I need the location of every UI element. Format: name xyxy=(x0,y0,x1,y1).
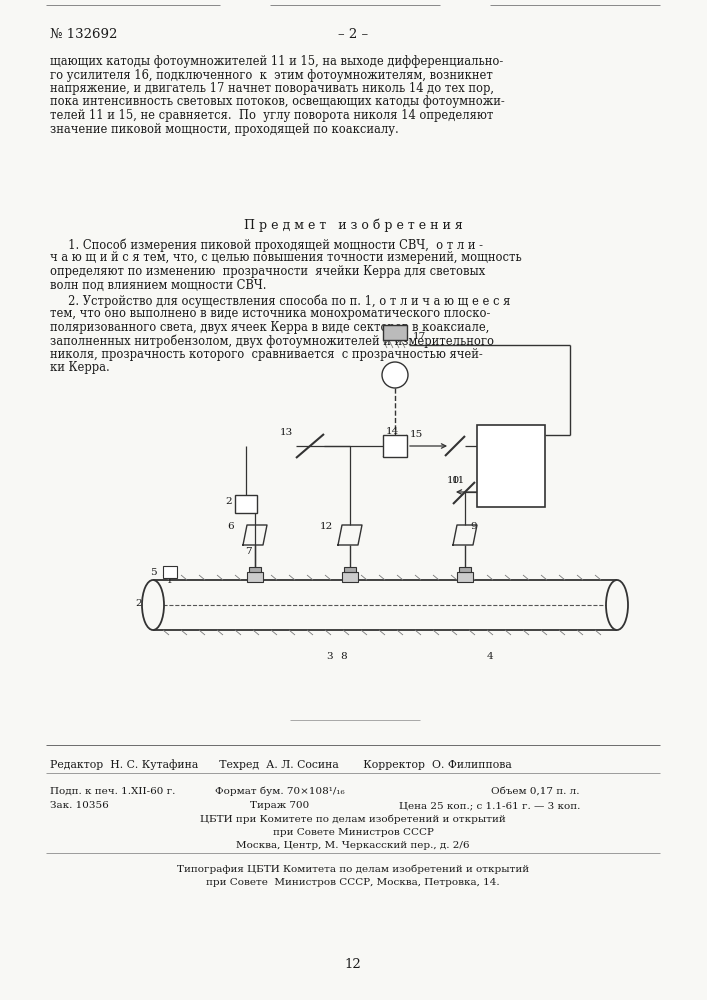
Text: Москва, Центр, М. Черкасский пер., д. 2/6: Москва, Центр, М. Черкасский пер., д. 2/… xyxy=(236,841,469,850)
Text: заполненных нитробензолом, двух фотоумножителей и измерительного: заполненных нитробензолом, двух фотоумно… xyxy=(50,334,494,348)
Text: николя, прозрачность которого  сравнивается  с прозрачностью ячей-: николя, прозрачность которого сравнивает… xyxy=(50,348,483,361)
Bar xyxy=(342,572,358,582)
Text: Типография ЦБТИ Комитета по делам изобретений и открытий: Типография ЦБТИ Комитета по делам изобре… xyxy=(177,865,529,874)
Text: Тираж 700: Тираж 700 xyxy=(250,801,310,810)
Circle shape xyxy=(382,362,408,388)
Ellipse shape xyxy=(606,580,628,630)
Text: 1: 1 xyxy=(167,576,173,585)
Text: 7: 7 xyxy=(245,547,252,556)
Bar xyxy=(235,495,257,513)
Text: 1. Способ измерения пиковой проходящей мощности СВЧ,  о т л и -: 1. Способ измерения пиковой проходящей м… xyxy=(50,238,483,251)
Text: при Совете Министров СССР: при Совете Министров СССР xyxy=(273,828,433,837)
Text: го усилителя 16, подключенного  к  этим фотоумножителям, возникнет: го усилителя 16, подключенного к этим фо… xyxy=(50,68,493,82)
Text: тем, что оно выполнено в виде источника монохроматического плоско-: тем, что оно выполнено в виде источника … xyxy=(50,308,491,320)
Text: 14: 14 xyxy=(386,427,399,436)
Bar xyxy=(383,325,407,340)
Bar xyxy=(457,572,473,582)
Text: 16: 16 xyxy=(502,475,515,484)
Ellipse shape xyxy=(142,580,164,630)
Text: определяют по изменению  прозрачности  ячейки Керра для световых: определяют по изменению прозрачности яче… xyxy=(50,265,485,278)
Text: 5: 5 xyxy=(150,568,157,577)
Text: 10: 10 xyxy=(447,476,460,485)
Text: Объем 0,17 п. л.: Объем 0,17 п. л. xyxy=(491,787,580,796)
Text: значение пиковой мощности, проходящей по коаксиалу.: значение пиковой мощности, проходящей по… xyxy=(50,122,399,135)
Text: 1: 1 xyxy=(159,595,165,604)
Text: № 132692: № 132692 xyxy=(50,28,117,41)
Text: – 2 –: – 2 – xyxy=(338,28,368,41)
Bar xyxy=(383,435,407,457)
Text: Цена 25 коп.; с 1.1-61 г. — 3 коп.: Цена 25 коп.; с 1.1-61 г. — 3 коп. xyxy=(399,801,580,810)
Text: телей 11 и 15, не сравняется.  По  углу поворота николя 14 определяют: телей 11 и 15, не сравняется. По углу по… xyxy=(50,109,493,122)
Bar xyxy=(249,567,261,572)
Bar xyxy=(247,572,263,582)
Text: Подп. к печ. 1.ХІІ-60 г.: Подп. к печ. 1.ХІІ-60 г. xyxy=(50,787,175,796)
Text: пока интенсивность световых потоков, освещающих катоды фотоумножи-: пока интенсивность световых потоков, осв… xyxy=(50,96,505,108)
Text: 4: 4 xyxy=(486,652,493,661)
Text: щающих катоды фотоумножителей 11 и 15, на выходе дифференциально-: щающих катоды фотоумножителей 11 и 15, н… xyxy=(50,55,503,68)
Text: ки Керра.: ки Керра. xyxy=(50,361,110,374)
Text: 2: 2 xyxy=(225,497,232,506)
Text: 1: 1 xyxy=(239,497,245,506)
Text: 2. Устройство для осуществления способа по п. 1, о т л и ч а ю щ е е с я: 2. Устройство для осуществления способа … xyxy=(50,294,510,308)
Text: ч а ю щ и й с я тем, что, с целью повышения точности измерений, мощность: ч а ю щ и й с я тем, что, с целью повыше… xyxy=(50,251,522,264)
Bar xyxy=(344,567,356,572)
Text: 12: 12 xyxy=(320,522,333,531)
Text: напряжение, и двигатель 17 начнет поворачивать николь 14 до тех пор,: напряжение, и двигатель 17 начнет повора… xyxy=(50,82,494,95)
Text: 13: 13 xyxy=(280,428,293,437)
Text: Зак. 10356: Зак. 10356 xyxy=(50,801,109,810)
Text: 15: 15 xyxy=(410,430,423,439)
Text: 6: 6 xyxy=(227,522,233,531)
Text: при Совете  Министров СССР, Москва, Петровка, 14.: при Совете Министров СССР, Москва, Петро… xyxy=(206,878,500,887)
Text: 12: 12 xyxy=(344,958,361,971)
Text: 17: 17 xyxy=(413,332,426,341)
Bar xyxy=(163,566,177,578)
Text: 11: 11 xyxy=(452,476,465,485)
Text: Формат бум. 70×108¹/₁₆: Формат бум. 70×108¹/₁₆ xyxy=(215,787,345,796)
Text: Редактор  Н. С. Кутафина      Техред  А. Л. Сосина       Корректор  О. Филиппова: Редактор Н. С. Кутафина Техред А. Л. Сос… xyxy=(50,759,512,770)
Text: П р е д м е т   и з о б р е т е н и я: П р е д м е т и з о б р е т е н и я xyxy=(244,218,462,232)
Text: ЦБТИ при Комитете по делам изобретений и открытий: ЦБТИ при Комитете по делам изобретений и… xyxy=(200,815,506,824)
Text: 2: 2 xyxy=(135,599,141,608)
Text: 9: 9 xyxy=(470,522,477,531)
Text: волн под влиянием мощности СВЧ.: волн под влиянием мощности СВЧ. xyxy=(50,278,267,292)
Text: 8: 8 xyxy=(340,652,346,661)
Text: поляризованного света, двух ячеек Керра в виде секторов в коаксиале,: поляризованного света, двух ячеек Керра … xyxy=(50,321,489,334)
Bar xyxy=(477,425,545,507)
Bar xyxy=(459,567,471,572)
Text: 3: 3 xyxy=(327,652,333,661)
